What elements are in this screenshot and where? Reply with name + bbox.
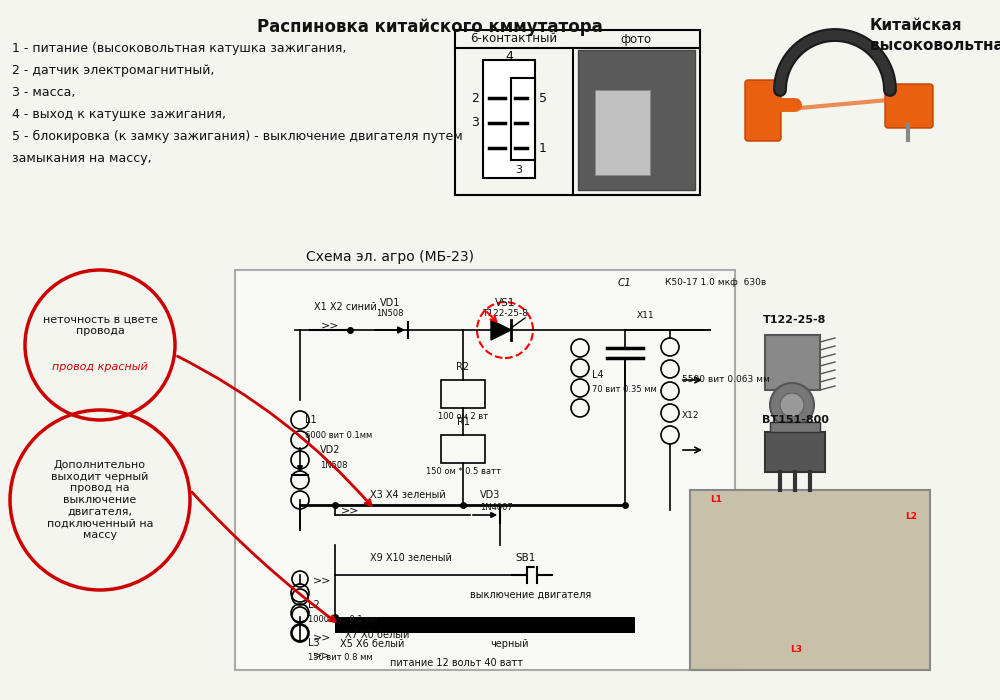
Bar xyxy=(765,432,825,472)
Text: >>: >> xyxy=(313,575,331,585)
Bar xyxy=(765,335,820,390)
FancyBboxPatch shape xyxy=(885,84,933,128)
Text: 1N4007: 1N4007 xyxy=(480,503,513,512)
Text: неточность в цвете
провода: неточность в цвете провода xyxy=(43,314,157,336)
Text: 6000 вит 0.1мм: 6000 вит 0.1мм xyxy=(305,430,372,440)
Circle shape xyxy=(780,393,804,417)
Text: X9 X10 зеленый: X9 X10 зеленый xyxy=(370,553,452,563)
Text: L3: L3 xyxy=(790,645,802,654)
Text: К50-17 1.0 мкф  630в: К50-17 1.0 мкф 630в xyxy=(665,278,766,287)
Text: X5 X6 белый: X5 X6 белый xyxy=(340,639,404,649)
Text: 4 - выход к катушке зажигания,: 4 - выход к катушке зажигания, xyxy=(12,108,226,121)
Text: VD3: VD3 xyxy=(480,490,500,500)
Text: 1N508: 1N508 xyxy=(376,309,404,318)
Bar xyxy=(335,617,635,633)
Text: Дополнительно
выходит черный
провод на
выключение
двигателя,
подключенный на
мас: Дополнительно выходит черный провод на в… xyxy=(47,460,153,540)
Text: X7 X0 белый: X7 X0 белый xyxy=(345,630,409,640)
Polygon shape xyxy=(491,320,511,340)
Text: SB1: SB1 xyxy=(515,553,535,563)
Text: VS1: VS1 xyxy=(495,298,515,308)
Text: R2: R2 xyxy=(456,362,470,372)
Text: 100 ом 2 вт: 100 ом 2 вт xyxy=(438,412,488,421)
Bar xyxy=(483,60,535,178)
Text: ВТ151-800: ВТ151-800 xyxy=(762,415,828,425)
Text: 1: 1 xyxy=(539,141,547,155)
Text: X3 X4 зеленый: X3 X4 зеленый xyxy=(370,490,446,500)
Text: Китайская: Китайская xyxy=(870,18,962,33)
Text: X12: X12 xyxy=(682,410,700,419)
Text: 3 - масса,: 3 - масса, xyxy=(12,86,75,99)
Text: >>: >> xyxy=(313,632,331,642)
Text: L3: L3 xyxy=(308,638,320,648)
Text: фото: фото xyxy=(620,32,652,46)
FancyBboxPatch shape xyxy=(745,80,781,141)
Bar xyxy=(770,422,820,432)
Text: Схема эл. агро (МБ-23): Схема эл. агро (МБ-23) xyxy=(306,250,474,264)
Text: L1: L1 xyxy=(305,415,317,425)
Text: 2 - датчик электромагнитный,: 2 - датчик электромагнитный, xyxy=(12,64,214,77)
Text: выключение двигателя: выключение двигателя xyxy=(470,590,591,600)
Text: VD2: VD2 xyxy=(320,445,340,455)
Text: C1: C1 xyxy=(618,278,632,288)
Text: 70 вит 0.35 мм: 70 вит 0.35 мм xyxy=(592,384,657,393)
Text: 150 ом * 0.5 ватт: 150 ом * 0.5 ватт xyxy=(426,467,501,476)
Text: X1 X2 синий: X1 X2 синий xyxy=(314,302,376,312)
Text: 5: 5 xyxy=(539,92,547,104)
Text: L4: L4 xyxy=(592,370,604,380)
Text: 1N508: 1N508 xyxy=(320,461,348,470)
Text: T122-25-8: T122-25-8 xyxy=(763,315,827,325)
Bar xyxy=(595,90,650,175)
Text: R1: R1 xyxy=(456,417,470,427)
Bar xyxy=(511,78,535,160)
Text: VD1: VD1 xyxy=(380,298,400,308)
Text: 3: 3 xyxy=(516,165,522,175)
Circle shape xyxy=(770,383,814,427)
Bar xyxy=(441,380,485,408)
Text: 5 - блокировка (к замку зажигания) - выключение двигателя путем: 5 - блокировка (к замку зажигания) - вык… xyxy=(12,130,463,143)
Text: 3: 3 xyxy=(471,116,479,130)
Text: черный: черный xyxy=(490,639,528,649)
Text: 150 вит 0.8 мм: 150 вит 0.8 мм xyxy=(308,653,373,662)
Text: Распиновка китайского кммутатора: Распиновка китайского кммутатора xyxy=(257,18,603,36)
Text: >>: >> xyxy=(341,505,359,515)
Text: L1: L1 xyxy=(710,495,722,504)
Text: 1000 вит 0.1 мм: 1000 вит 0.1 мм xyxy=(308,615,378,624)
Bar xyxy=(578,50,695,190)
Text: >>: >> xyxy=(313,650,331,660)
Text: высоковольтная катушка: высоковольтная катушка xyxy=(870,38,1000,53)
Text: L2: L2 xyxy=(905,512,917,521)
Text: X11: X11 xyxy=(637,311,655,320)
Text: 5500 вит 0.063 мм: 5500 вит 0.063 мм xyxy=(682,375,770,384)
Text: провод красный: провод красный xyxy=(52,362,148,372)
Text: T122-25-8: T122-25-8 xyxy=(482,309,528,318)
Text: 1 - питание (высоковольтная катушка зажигания,: 1 - питание (высоковольтная катушка зажи… xyxy=(12,42,346,55)
Text: 6-контактный: 6-контактный xyxy=(470,32,558,46)
Text: замыкания на массу,: замыкания на массу, xyxy=(12,152,152,165)
Text: L2: L2 xyxy=(308,600,320,610)
Text: питание 12 вольт 40 ватт: питание 12 вольт 40 ватт xyxy=(390,658,523,668)
Text: 2: 2 xyxy=(471,92,479,104)
Text: >>: >> xyxy=(321,320,339,330)
Bar xyxy=(441,435,485,463)
Bar xyxy=(690,490,930,670)
Bar xyxy=(235,270,735,670)
Text: 4: 4 xyxy=(505,50,513,62)
